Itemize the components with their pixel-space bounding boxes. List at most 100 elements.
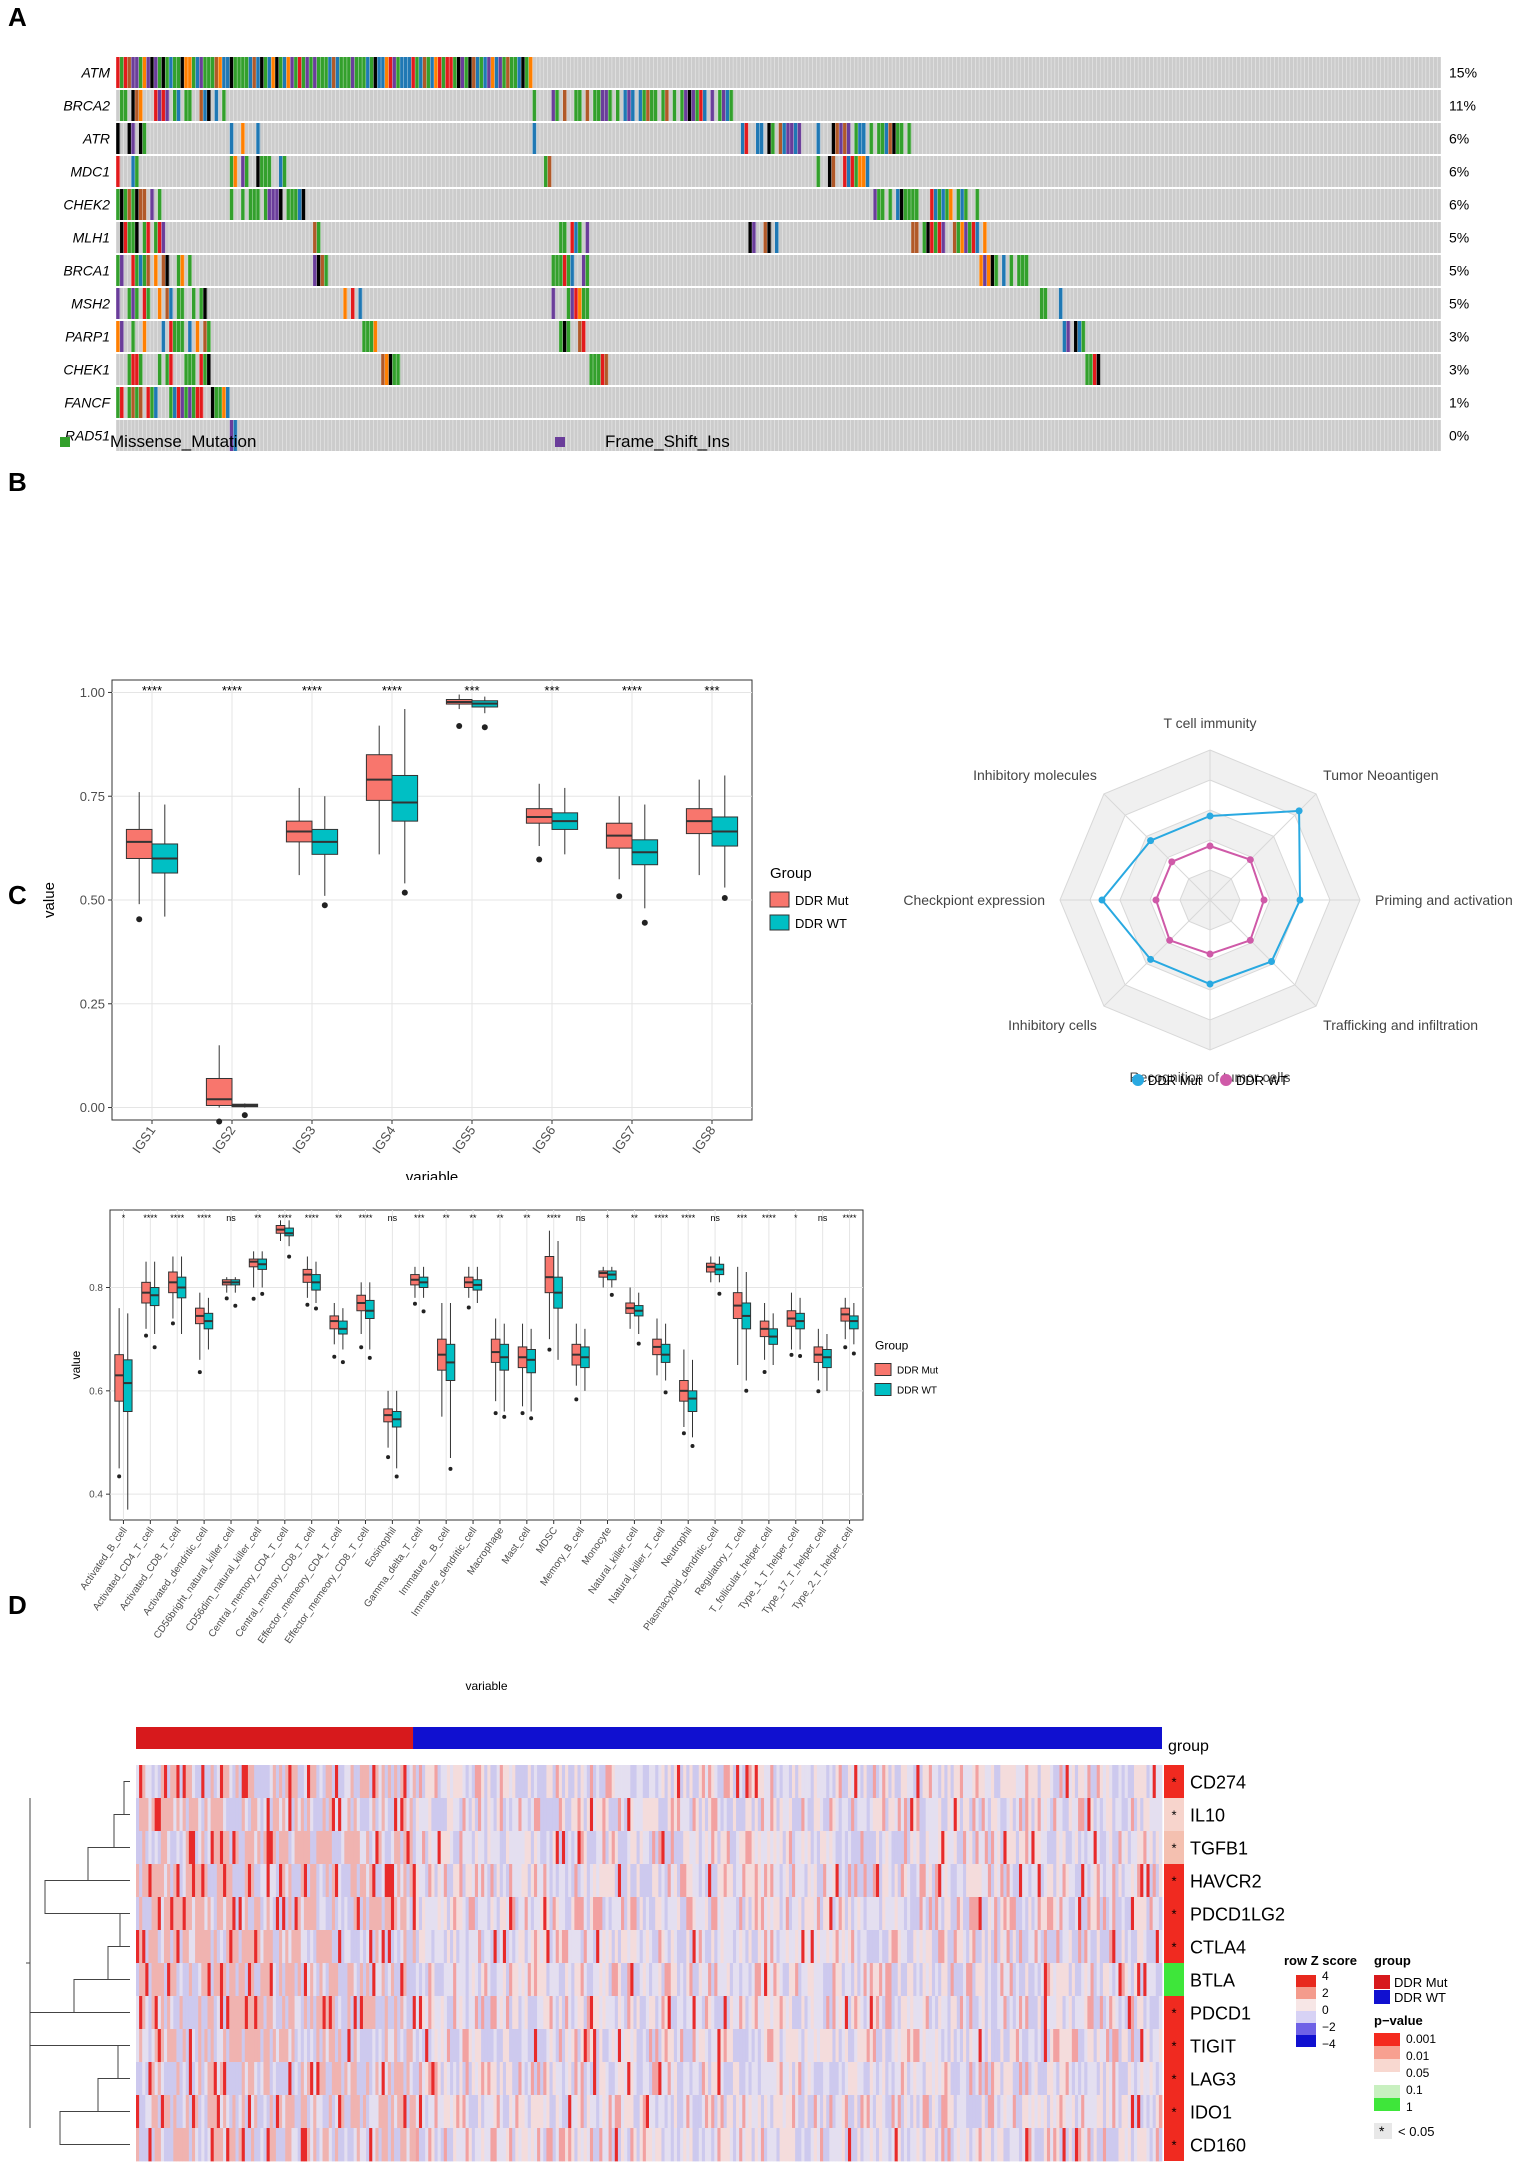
heatmap-cell: [1015, 2062, 1020, 2096]
heatmap-cell: [854, 1963, 858, 1997]
heatmap-cell: [456, 1897, 460, 1931]
heatmap-cell: [561, 1798, 566, 1832]
heatmap-cell: [223, 1963, 227, 1997]
heatmap-cell: [832, 1864, 836, 1898]
significance-label: ***: [464, 683, 479, 698]
heatmap-cell: [151, 1897, 156, 1931]
heatmap-cell: [854, 2062, 858, 2096]
heatmap-cell: [851, 1864, 855, 1898]
heatmap-cell: [229, 1930, 233, 1964]
box-outlier: [798, 1354, 803, 1359]
heatmap-cell: [729, 1996, 734, 2030]
heatmap-cell: [338, 1963, 342, 1997]
heatmap-cell: [188, 1963, 193, 1997]
heatmap-cell: [229, 1864, 233, 1898]
pvalue-cell: [1164, 1798, 1184, 1831]
heatmap-cell: [453, 1765, 457, 1799]
oncoplot-mutation-cell: [1039, 288, 1044, 319]
heatmap-cell: [754, 1963, 759, 1997]
heatmap-cell: [714, 1798, 718, 1832]
heatmap-cell: [935, 1765, 939, 1799]
heatmap-cell: [481, 1765, 485, 1799]
heatmap-cell: [232, 1831, 236, 1865]
heatmap-cell: [704, 1798, 709, 1832]
heatmap-cell: [182, 1864, 187, 1898]
x-tick-label: IGS1: [129, 1123, 158, 1156]
heatmap-cell: [1059, 1864, 1063, 1898]
heatmap-cell: [294, 1996, 299, 2030]
oncoplot-mutation-cell: [1020, 255, 1025, 286]
heatmap-cell: [847, 1765, 852, 1799]
heatmap-cell: [502, 1897, 507, 1931]
heatmap-cell: [804, 1831, 808, 1865]
heatmap-cell: [953, 1963, 958, 1997]
heatmap-cell: [673, 2095, 678, 2129]
heatmap-cell: [490, 1864, 494, 1898]
heatmap-cell: [686, 1798, 690, 1832]
heatmap-cell: [505, 1897, 510, 1931]
heatmap-cell: [303, 1798, 308, 1832]
heatmap-cell: [1012, 2062, 1017, 2096]
heatmap-cell: [720, 2029, 725, 2063]
heatmap-cell: [487, 1897, 491, 1931]
heatmap-cell: [487, 2062, 491, 2096]
heatmap-cell: [695, 1963, 700, 1997]
heatmap-cell: [403, 2095, 407, 2129]
heatmap-cell: [1127, 1930, 1132, 1964]
heatmap-cell: [257, 1897, 261, 1931]
oncoplot-mutation-cell: [468, 57, 473, 88]
significance-label: ns: [710, 1213, 720, 1223]
heatmap-cell: [823, 2029, 827, 2063]
heatmap-cell: [418, 1897, 423, 1931]
heatmap-cell: [251, 1963, 255, 1997]
heatmap-cell: [238, 1996, 243, 2030]
heatmap-cell: [198, 2062, 202, 2096]
heatmap-cell: [969, 1765, 973, 1799]
oncoplot-mutation-cell: [354, 57, 359, 88]
pvalue-cell: [1164, 1996, 1184, 2029]
heatmap-cell: [897, 1996, 902, 2030]
heatmap-cell: [617, 1963, 622, 1997]
heatmap-cell: [695, 1864, 700, 1898]
oncoplot-mutation-cell: [343, 57, 348, 88]
heatmap-cell: [397, 1765, 401, 1799]
heatmap-cell: [465, 1864, 470, 1898]
heatmap-cell: [518, 1798, 522, 1832]
heatmap-cell: [847, 1996, 852, 2030]
oncoplot-mutation-cell: [907, 123, 912, 154]
heatmap-cell: [241, 2029, 246, 2063]
oncoplot-mutation-cell: [263, 189, 268, 220]
heatmap-cell: [571, 1864, 575, 1898]
oncoplot-mutation-cell: [664, 90, 670, 121]
oncoplot-mutation-cell: [335, 57, 340, 88]
heatmap-cell: [736, 1798, 740, 1832]
heatmap-cell: [319, 1963, 323, 1997]
heatmap-cell: [157, 1963, 162, 1997]
oncoplot-mutation-cell: [131, 57, 136, 88]
oncoplot-mutation-cell: [899, 123, 904, 154]
heatmap-cell: [207, 2029, 212, 2063]
heatmap-cell: [356, 1996, 361, 2030]
heatmap-cell: [636, 1798, 641, 1832]
heatmap-cell: [1018, 1930, 1023, 1964]
heatmap-cell: [994, 2029, 998, 2063]
heatmap-cell: [832, 2029, 836, 2063]
heatmap-cell: [767, 1963, 771, 1997]
heatmap-cell: [1124, 1864, 1129, 1898]
heatmap-cell: [776, 1996, 780, 2030]
heatmap-cell: [745, 1831, 749, 1865]
heatmap-cell: [764, 2029, 768, 2063]
heatmap-cell: [1068, 1864, 1073, 1898]
heatmap-cell: [282, 2062, 286, 2096]
heatmap-cell: [1143, 1996, 1147, 2030]
oncoplot-mutation-cell: [570, 255, 575, 286]
heatmap-cell: [636, 2062, 641, 2096]
heatmap-cell: [680, 1930, 684, 1964]
heatmap-cell: [188, 1864, 193, 1898]
heatmap-cell: [1059, 1930, 1063, 1964]
heatmap-cell: [1009, 1897, 1014, 1931]
heatmap-cell: [1146, 1897, 1150, 1931]
heatmap-cell: [394, 1930, 398, 1964]
heatmap-cell: [910, 1963, 914, 1997]
heatmap-cell: [204, 2095, 208, 2129]
